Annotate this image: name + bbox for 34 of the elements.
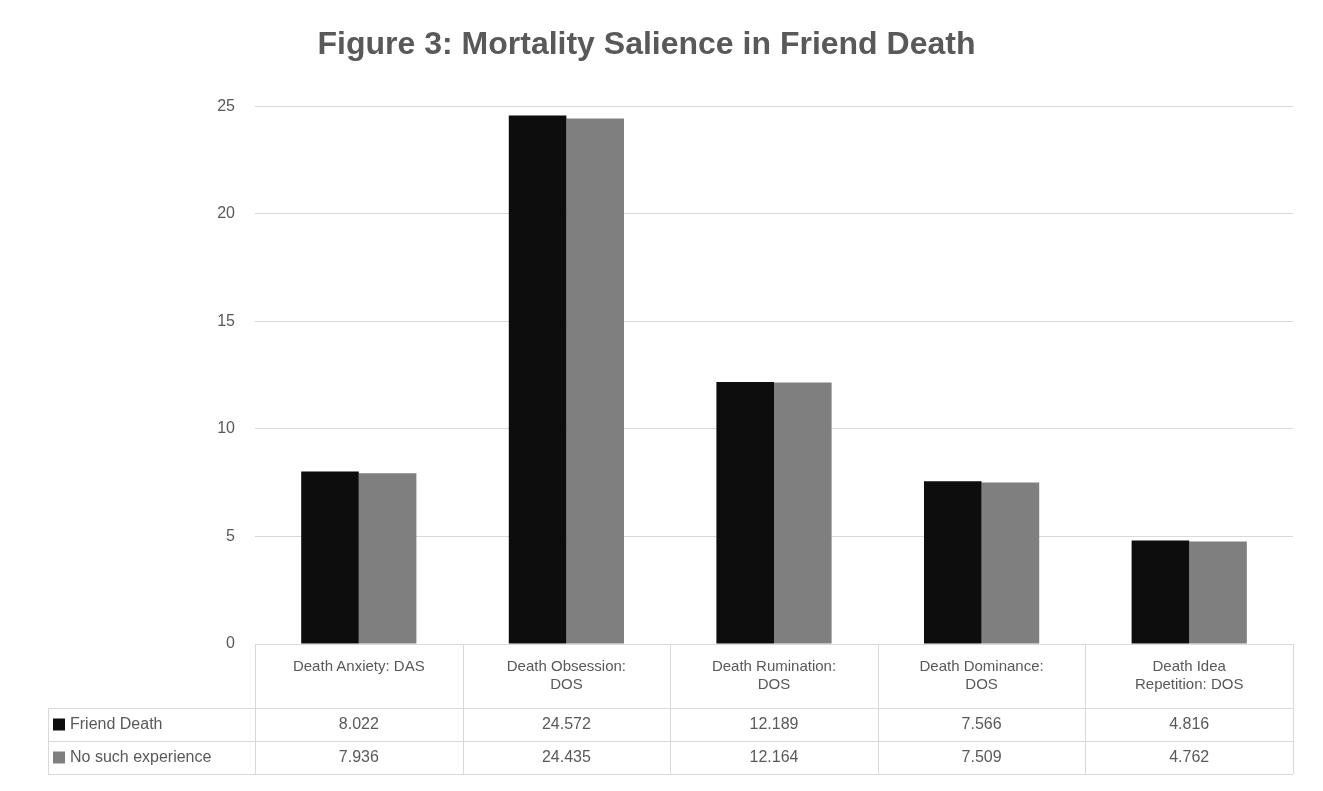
y-tick-label: 10 — [217, 419, 236, 437]
bar — [301, 471, 359, 644]
data-label: 12.164 — [749, 747, 799, 765]
bar — [566, 118, 625, 644]
data-label: 24.572 — [541, 714, 591, 732]
chart-title: Figure 3: Mortality Salience in Friend Death — [317, 25, 976, 62]
bar — [716, 381, 774, 644]
bar — [981, 482, 1040, 644]
data-label: 7.509 — [961, 747, 1002, 765]
data-label: 8.022 — [338, 714, 379, 732]
data-label: 12.189 — [749, 714, 799, 732]
x-tick-label: Death Rumination: DOS — [711, 657, 837, 693]
y-tick-label: 15 — [217, 311, 236, 329]
x-tick-label: Death Dominance: DOS — [919, 657, 1044, 693]
bar — [1131, 540, 1190, 644]
data-label: 4.762 — [1169, 747, 1210, 765]
y-tick-label: 0 — [226, 634, 236, 652]
data-label: 7.566 — [961, 714, 1002, 732]
bar — [774, 382, 832, 644]
bar — [1189, 541, 1247, 644]
y-tick-label: 5 — [226, 526, 236, 544]
x-tick-label: Death Obsession: DOS — [506, 657, 627, 693]
data-label: 4.816 — [1169, 714, 1210, 732]
bar — [923, 481, 982, 644]
x-tick-label: Death Idea Repetition: DOS — [1135, 657, 1244, 693]
legend-label: No such experience — [70, 747, 212, 765]
data-label: 7.936 — [338, 747, 379, 765]
bar — [508, 115, 567, 644]
legend-label: Friend Death — [70, 714, 163, 732]
bar — [358, 473, 417, 644]
x-tick-label: Death Anxiety: DAS — [292, 657, 425, 675]
data-label: 24.435 — [541, 747, 591, 765]
y-tick-label: 20 — [217, 204, 236, 222]
y-tick-label: 25 — [217, 96, 236, 114]
